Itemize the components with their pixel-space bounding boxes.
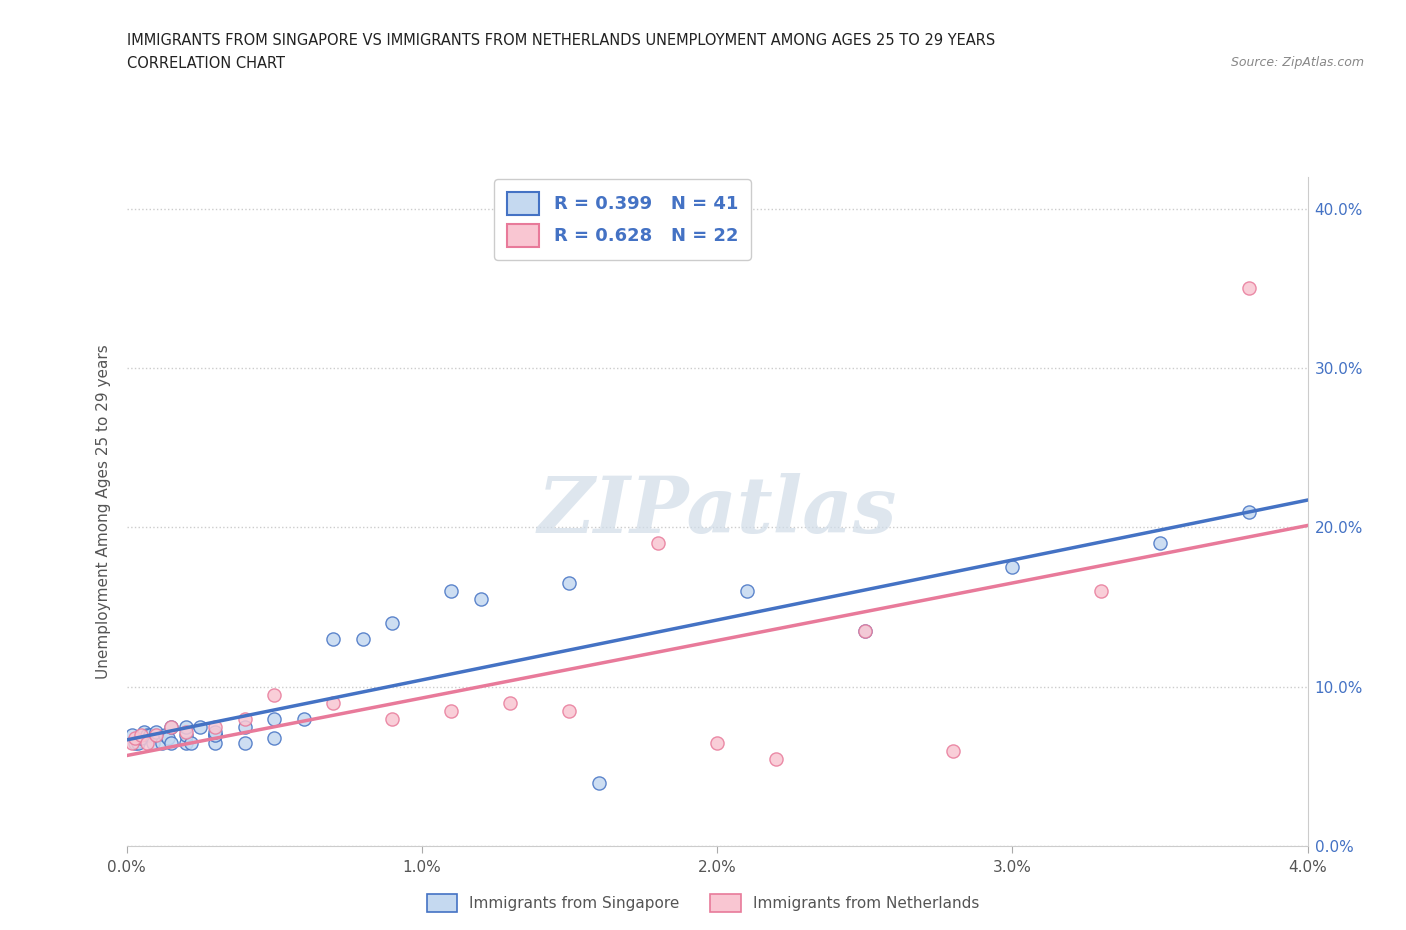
Point: [499, 696, 522, 711]
Point: [153, 727, 176, 742]
Point: [136, 727, 159, 742]
Y-axis label: Unemployment Among Ages 25 to 29 years: Unemployment Among Ages 25 to 29 years: [96, 344, 111, 679]
Point: [1237, 281, 1260, 296]
Point: [129, 727, 153, 742]
Point: [139, 727, 162, 742]
Point: [204, 727, 226, 742]
Point: [145, 724, 167, 739]
Point: [647, 536, 669, 551]
Legend: Immigrants from Singapore, Immigrants from Netherlands: Immigrants from Singapore, Immigrants fr…: [420, 888, 986, 918]
Point: [150, 736, 173, 751]
Point: [381, 616, 404, 631]
Point: [381, 711, 404, 726]
Point: [124, 730, 146, 745]
Point: [145, 727, 167, 742]
Point: [145, 727, 167, 742]
Point: [1237, 504, 1260, 519]
Point: [160, 719, 183, 734]
Point: [180, 736, 202, 751]
Point: [121, 736, 143, 751]
Point: [204, 719, 226, 734]
Point: [263, 687, 285, 702]
Point: [142, 736, 165, 751]
Point: [174, 719, 197, 734]
Point: [174, 736, 197, 751]
Point: [204, 736, 226, 751]
Point: [440, 703, 463, 718]
Point: [1001, 560, 1024, 575]
Point: [233, 711, 256, 726]
Point: [160, 719, 183, 734]
Point: [853, 624, 876, 639]
Point: [470, 591, 492, 606]
Point: [124, 736, 146, 751]
Text: ZIPatlas: ZIPatlas: [537, 473, 897, 550]
Point: [263, 711, 285, 726]
Point: [292, 711, 315, 726]
Point: [440, 584, 463, 599]
Point: [134, 724, 156, 739]
Point: [558, 576, 581, 591]
Point: [156, 730, 179, 745]
Point: [204, 724, 226, 739]
Point: [129, 730, 153, 745]
Text: CORRELATION CHART: CORRELATION CHART: [127, 56, 284, 71]
Point: [233, 736, 256, 751]
Point: [1149, 536, 1171, 551]
Point: [853, 624, 876, 639]
Point: [174, 727, 197, 742]
Point: [735, 584, 758, 599]
Text: IMMIGRANTS FROM SINGAPORE VS IMMIGRANTS FROM NETHERLANDS UNEMPLOYMENT AMONG AGES: IMMIGRANTS FROM SINGAPORE VS IMMIGRANTS …: [127, 33, 995, 47]
Point: [174, 724, 197, 739]
Point: [352, 631, 374, 646]
Point: [121, 727, 143, 742]
Point: [204, 727, 226, 742]
Point: [188, 719, 211, 734]
Point: [233, 719, 256, 734]
Point: [558, 703, 581, 718]
Point: [136, 736, 159, 751]
Legend: R = 0.399   N = 41, R = 0.628   N = 22: R = 0.399 N = 41, R = 0.628 N = 22: [495, 179, 751, 259]
Point: [706, 736, 728, 751]
Point: [1090, 584, 1112, 599]
Point: [322, 631, 344, 646]
Point: [263, 730, 285, 745]
Text: Source: ZipAtlas.com: Source: ZipAtlas.com: [1230, 56, 1364, 69]
Point: [765, 751, 787, 766]
Point: [942, 743, 965, 758]
Point: [160, 736, 183, 751]
Point: [127, 736, 149, 751]
Point: [322, 696, 344, 711]
Point: [588, 775, 610, 790]
